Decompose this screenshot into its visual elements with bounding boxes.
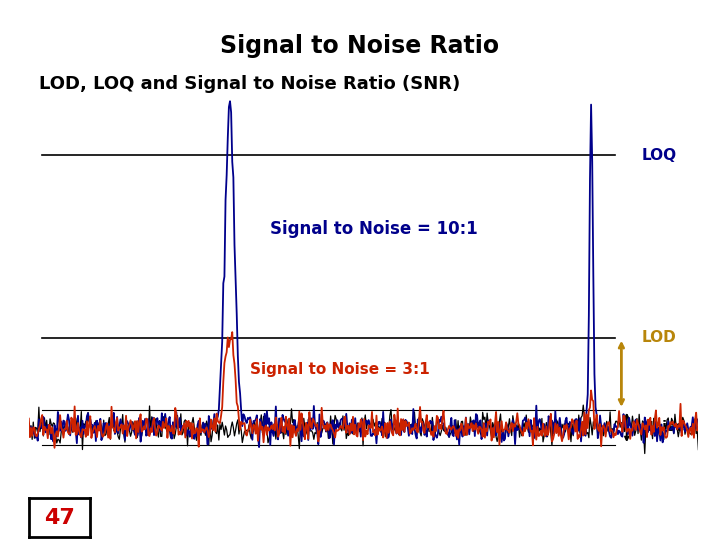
Text: Signal to Noise = 3:1: Signal to Noise = 3:1 — [250, 362, 430, 377]
Text: Signal to Noise Ratio: Signal to Noise Ratio — [220, 34, 500, 58]
Text: LOQ: LOQ — [642, 148, 677, 163]
Text: Noise: Noise — [642, 421, 685, 434]
Text: LOD, LOQ and Signal to Noise Ratio (SNR): LOD, LOQ and Signal to Noise Ratio (SNR) — [39, 76, 460, 93]
Text: LOD: LOD — [642, 330, 676, 345]
Text: Signal to Noise = 10:1: Signal to Noise = 10:1 — [270, 220, 477, 238]
Text: 47: 47 — [44, 508, 75, 528]
